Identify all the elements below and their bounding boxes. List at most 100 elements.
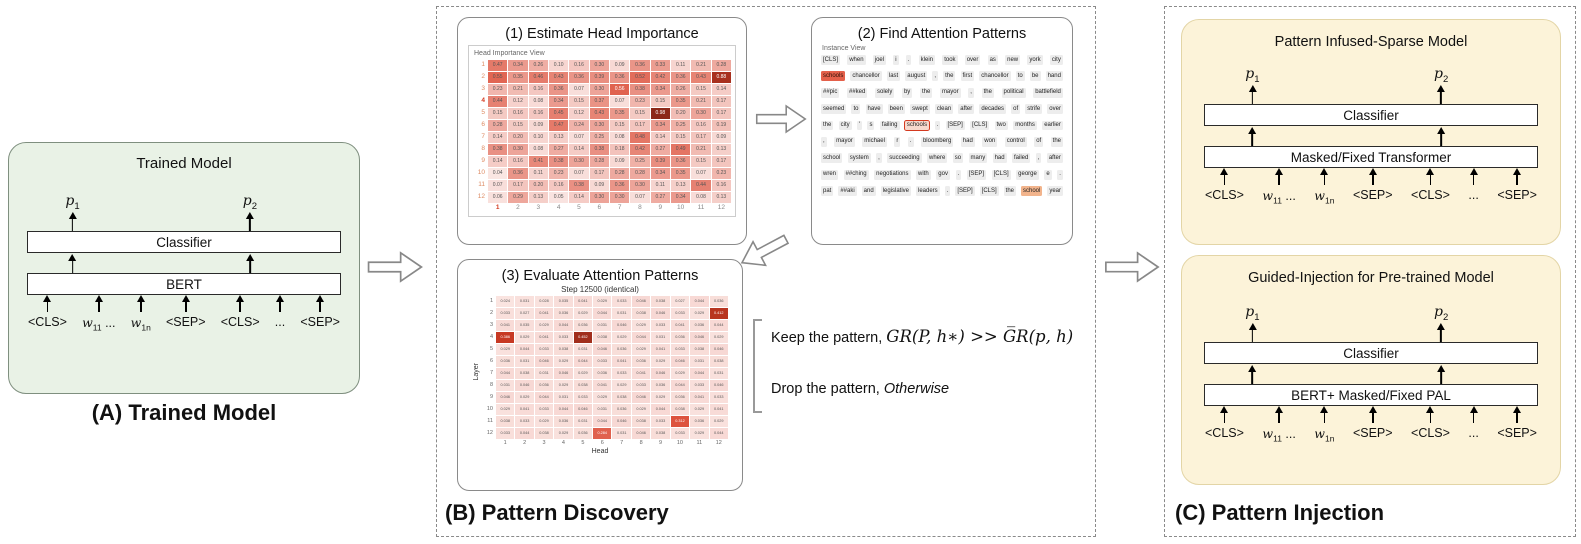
heatmap-cell: 0.031 [593,404,612,415]
output-prob-label: p1 [65,192,80,231]
heatmap-cell: 0.029 [554,380,573,391]
arrow-step1-to-step2 [755,104,807,134]
heatmap-cell: 0.036 [554,416,573,427]
heatmap-cell: 0.036 [573,428,593,439]
token: the [821,120,834,131]
token: seemed [821,104,847,115]
token: ' [857,120,863,131]
input-token: w1n [1314,168,1334,206]
heatmap-cell: 0.044 [515,344,534,355]
encoder-bar: BERT [27,273,341,295]
drop-rule: Drop the pattern, Otherwise [771,381,949,397]
heatmap-cell: 0.15 [650,96,670,107]
heatmap-cell: 0.30 [691,108,711,119]
heatmap-cell: 0.031 [554,392,573,403]
heatmap-cell: 0.036 [593,368,612,379]
heatmap-cell: 0.029 [690,308,709,319]
heatmap-cell: 0.041 [651,344,670,355]
heatmap-cell: 0.036 [612,344,631,355]
token: the [943,71,956,82]
heatmap-col-label: 4 [561,440,565,446]
heatmap-cell: 0.036 [690,320,709,331]
heatmap-col-label: 5 [581,440,585,446]
heatmap-cell: 0.13 [671,180,691,191]
token: pat [821,186,834,197]
heatmap-cell: 0.029 [496,404,515,415]
token: had [992,153,1007,164]
heatmap-cell: 0.036 [709,296,728,307]
heatmap-row-label: 11 [487,417,493,424]
output-prob-label: p1 [1245,65,1260,104]
panel-a-title: Trained Model [136,155,232,172]
heatmap-cell: 0.033 [593,356,612,367]
heatmap-cell: 0.031 [612,428,631,439]
guided-model-title: Guided-Injection for Pre-trained Model [1248,270,1494,286]
step1-title: (1) Estimate Head Importance [505,26,699,42]
input-token: ... [1468,168,1479,206]
token: new [1005,55,1021,65]
classifier-bar: Classifier [1204,342,1538,364]
token: . [907,136,914,147]
heatmap-cell: 0.033 [670,308,690,319]
token: took [942,55,958,65]
token: ##ching [843,169,869,180]
heatmap-cell: 0.029 [573,368,593,379]
arrow-a-to-b [367,251,423,283]
heatmap-cell: 0.27 [650,192,670,203]
heatmap-col-label: 6 [600,440,604,446]
token: be [1029,71,1041,82]
heatmap-cell: 0.44 [488,96,508,107]
token: first [960,71,975,82]
heatmap-cell: 0.033 [554,332,573,343]
connector [1440,127,1442,146]
heatmap-cell: 0.06 [488,192,508,203]
token: , [932,71,939,82]
heatmap-cell: 0.12 [569,108,589,119]
heatmap-cell: 0.17 [691,132,711,143]
up-arrow-icon [1429,413,1432,423]
heatmap-col-label: 1 [495,204,500,211]
heatmap-cell: 0.038 [612,392,631,403]
heatmap-cell: 0.028 [534,296,554,307]
up-arrow-icon [249,261,251,273]
heatmap-cell: 0.036 [690,416,709,427]
heatmap-cell: 0.036 [612,404,631,415]
guided-injection-model: Guided-Injection for Pre-trained Model p… [1181,255,1561,485]
heatmap-cell: 0.14 [488,132,508,143]
heatmap-cell: 0.044 [515,428,534,439]
heatmap-cell: 0.033 [496,308,515,319]
token: gov [936,169,950,180]
heatmap-cell: 0.52 [630,72,650,83]
heatmap-cell: 0.044 [554,320,573,331]
heatmap-cell: 0.17 [711,156,731,167]
classifier-bar: Classifier [27,231,341,253]
heatmap-cell: 0.47 [549,120,569,131]
heatmap-row-label: 10 [477,169,485,177]
heatmap-cell: 0.09 [528,120,548,131]
heatmap-cell: 0.16 [569,60,589,71]
heatmap-cell: 0.07 [610,96,630,107]
heatmap-cell: 0.16 [691,120,711,131]
heatmap-col-label: 3 [536,204,541,211]
heatmap-cell: 0.044 [593,416,612,427]
heatmap-cell: 0.42 [630,144,650,155]
heatmap-cell: 0.15 [691,156,711,167]
input-token: <SEP> [1497,406,1537,444]
drop-rule-otherwise: Otherwise [883,381,950,397]
heatmap-cell: 0.09 [589,180,609,191]
heatmap-cell: 0.16 [528,84,548,95]
up-arrow-icon [1251,372,1254,384]
heatmap-cell: 0.041 [593,380,612,391]
token: and [861,186,876,197]
instance-line: [CLS] when joel i. klein took over as new york cit… [821,55,1063,65]
heatmap-cell: 0.43 [589,108,609,119]
up-arrow-icon [239,302,242,312]
token: hand [1045,71,1063,82]
token: swept [910,104,930,115]
heatmap-cell: 0.046 [612,320,631,331]
heatmap-cell: 0.88 [711,72,731,83]
heatmap-cell: 0.36 [630,60,650,71]
keep-rule-math: GR(P, h∗) >> G̅R(p, h) [886,327,1074,346]
encoder-bar: BERT+ Masked/Fixed PAL [1204,384,1538,406]
